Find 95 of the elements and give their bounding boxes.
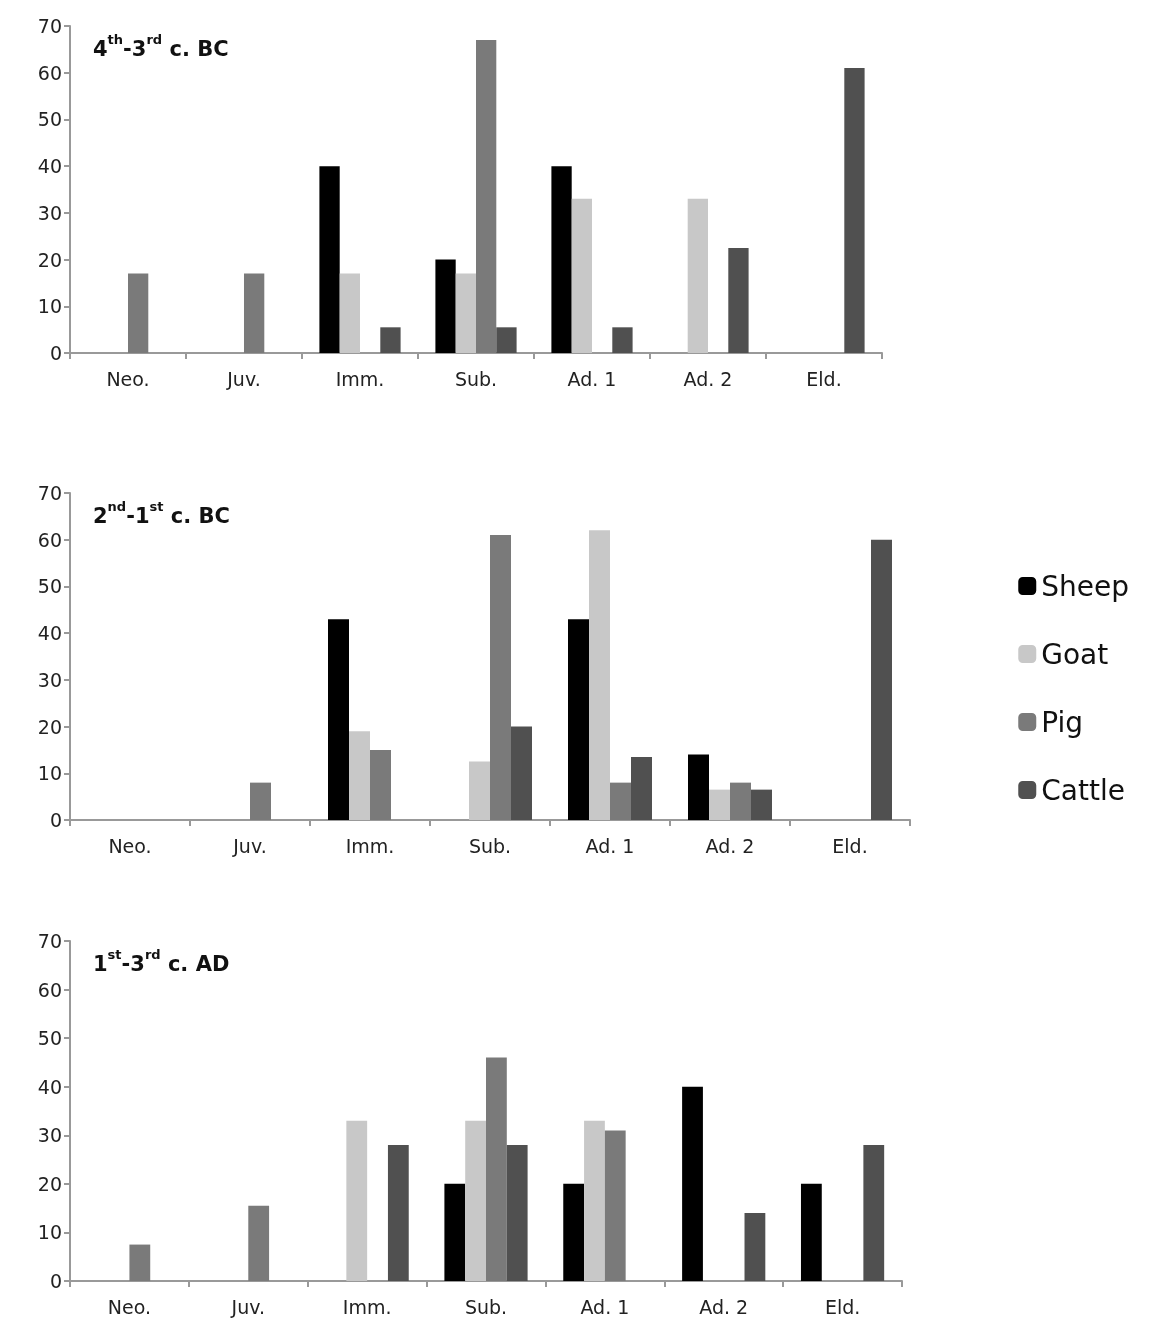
x-tick-label: Juv. xyxy=(232,834,267,857)
x-tick-label: Imm. xyxy=(345,834,395,857)
bar xyxy=(128,273,149,353)
bar xyxy=(455,273,476,353)
bar xyxy=(496,327,517,353)
bar xyxy=(339,273,360,353)
bar xyxy=(476,40,497,353)
x-tick-label: Eld. xyxy=(832,834,868,857)
bar xyxy=(584,1120,605,1281)
bar xyxy=(844,68,865,353)
bar xyxy=(612,327,633,353)
x-tick-label: Ad. 2 xyxy=(683,367,733,390)
x-tick-label: Ad. 2 xyxy=(699,1295,749,1318)
y-tick-label: 50 xyxy=(37,575,62,598)
y-tick-label: 30 xyxy=(37,201,62,224)
y-tick-label: 30 xyxy=(37,668,62,691)
bar xyxy=(687,198,708,353)
bar xyxy=(444,1183,466,1281)
bar xyxy=(589,530,610,820)
x-tick-label: Ad. 1 xyxy=(585,834,635,857)
bar xyxy=(744,1213,766,1281)
y-tick-label: 40 xyxy=(37,622,62,645)
bar xyxy=(682,1086,703,1281)
y-tick-label: 50 xyxy=(37,108,62,131)
x-tick-label: Juv. xyxy=(230,1295,266,1318)
bar xyxy=(511,726,532,820)
bar xyxy=(688,754,709,820)
bar xyxy=(250,782,271,820)
y-tick-label: 20 xyxy=(37,715,62,738)
legend-label: Cattle xyxy=(1041,773,1125,807)
y-tick-label: 70 xyxy=(37,15,62,37)
bar xyxy=(435,259,456,353)
bar xyxy=(244,273,265,353)
bar xyxy=(800,1183,822,1281)
bar xyxy=(490,535,511,820)
bar xyxy=(129,1244,151,1281)
y-tick-label: 40 xyxy=(37,1075,62,1098)
x-tick-label: Juv. xyxy=(226,367,261,390)
bar xyxy=(610,782,631,820)
bar xyxy=(248,1205,270,1281)
bar xyxy=(730,782,751,820)
y-tick-label: 20 xyxy=(37,248,62,271)
bar xyxy=(751,789,772,820)
y-tick-label: 10 xyxy=(37,1221,62,1244)
y-tick-label: 70 xyxy=(37,482,62,504)
x-tick-label: Imm. xyxy=(342,1295,392,1318)
bar xyxy=(328,619,349,820)
bar xyxy=(709,789,730,820)
x-tick-label: Ad. 2 xyxy=(705,834,755,857)
y-tick-label: 60 xyxy=(37,528,62,551)
x-tick-label: Neo. xyxy=(106,367,150,390)
y-tick-label: 0 xyxy=(49,342,62,364)
legend-label: Goat xyxy=(1041,637,1109,671)
bar xyxy=(380,327,401,353)
bar xyxy=(506,1145,528,1281)
bar xyxy=(604,1130,626,1281)
x-tick-label: Sub. xyxy=(454,367,498,390)
y-tick-label: 30 xyxy=(37,1124,62,1147)
bar xyxy=(871,539,892,820)
y-tick-label: 10 xyxy=(37,295,62,318)
x-tick-label: Neo. xyxy=(107,1295,152,1318)
x-tick-label: Ad. 1 xyxy=(567,367,617,390)
y-tick-label: 60 xyxy=(37,61,62,84)
x-tick-label: Ad. 1 xyxy=(580,1295,630,1318)
x-tick-label: Imm. xyxy=(335,367,385,390)
bar xyxy=(863,1145,885,1281)
x-tick-label: Eld. xyxy=(806,367,842,390)
legend-label: Sheep xyxy=(1041,569,1129,603)
y-tick-label: 40 xyxy=(37,155,62,178)
x-tick-label: Sub. xyxy=(468,834,512,857)
bar xyxy=(469,761,490,820)
y-tick-label: 20 xyxy=(37,1172,62,1195)
x-tick-label: Eld. xyxy=(824,1295,861,1318)
y-tick-label: 0 xyxy=(49,1270,62,1292)
x-tick-label: Sub. xyxy=(464,1295,508,1318)
y-tick-label: 60 xyxy=(37,978,62,1001)
y-tick-label: 50 xyxy=(37,1027,62,1050)
bar xyxy=(465,1120,486,1281)
bar xyxy=(486,1057,507,1281)
bar xyxy=(349,731,370,820)
bar xyxy=(346,1120,368,1281)
x-tick-label: Neo. xyxy=(108,834,152,857)
bar xyxy=(728,247,749,353)
bar xyxy=(571,198,592,353)
bar xyxy=(631,756,652,820)
bar xyxy=(563,1183,585,1281)
y-tick-label: 70 xyxy=(37,930,62,952)
bar xyxy=(319,166,340,353)
legend-label: Pig xyxy=(1041,705,1084,739)
y-tick-label: 10 xyxy=(37,762,62,785)
bar xyxy=(370,749,391,820)
bar xyxy=(387,1145,409,1281)
y-tick-label: 0 xyxy=(49,809,62,831)
bar xyxy=(551,166,572,353)
bar xyxy=(568,619,589,820)
